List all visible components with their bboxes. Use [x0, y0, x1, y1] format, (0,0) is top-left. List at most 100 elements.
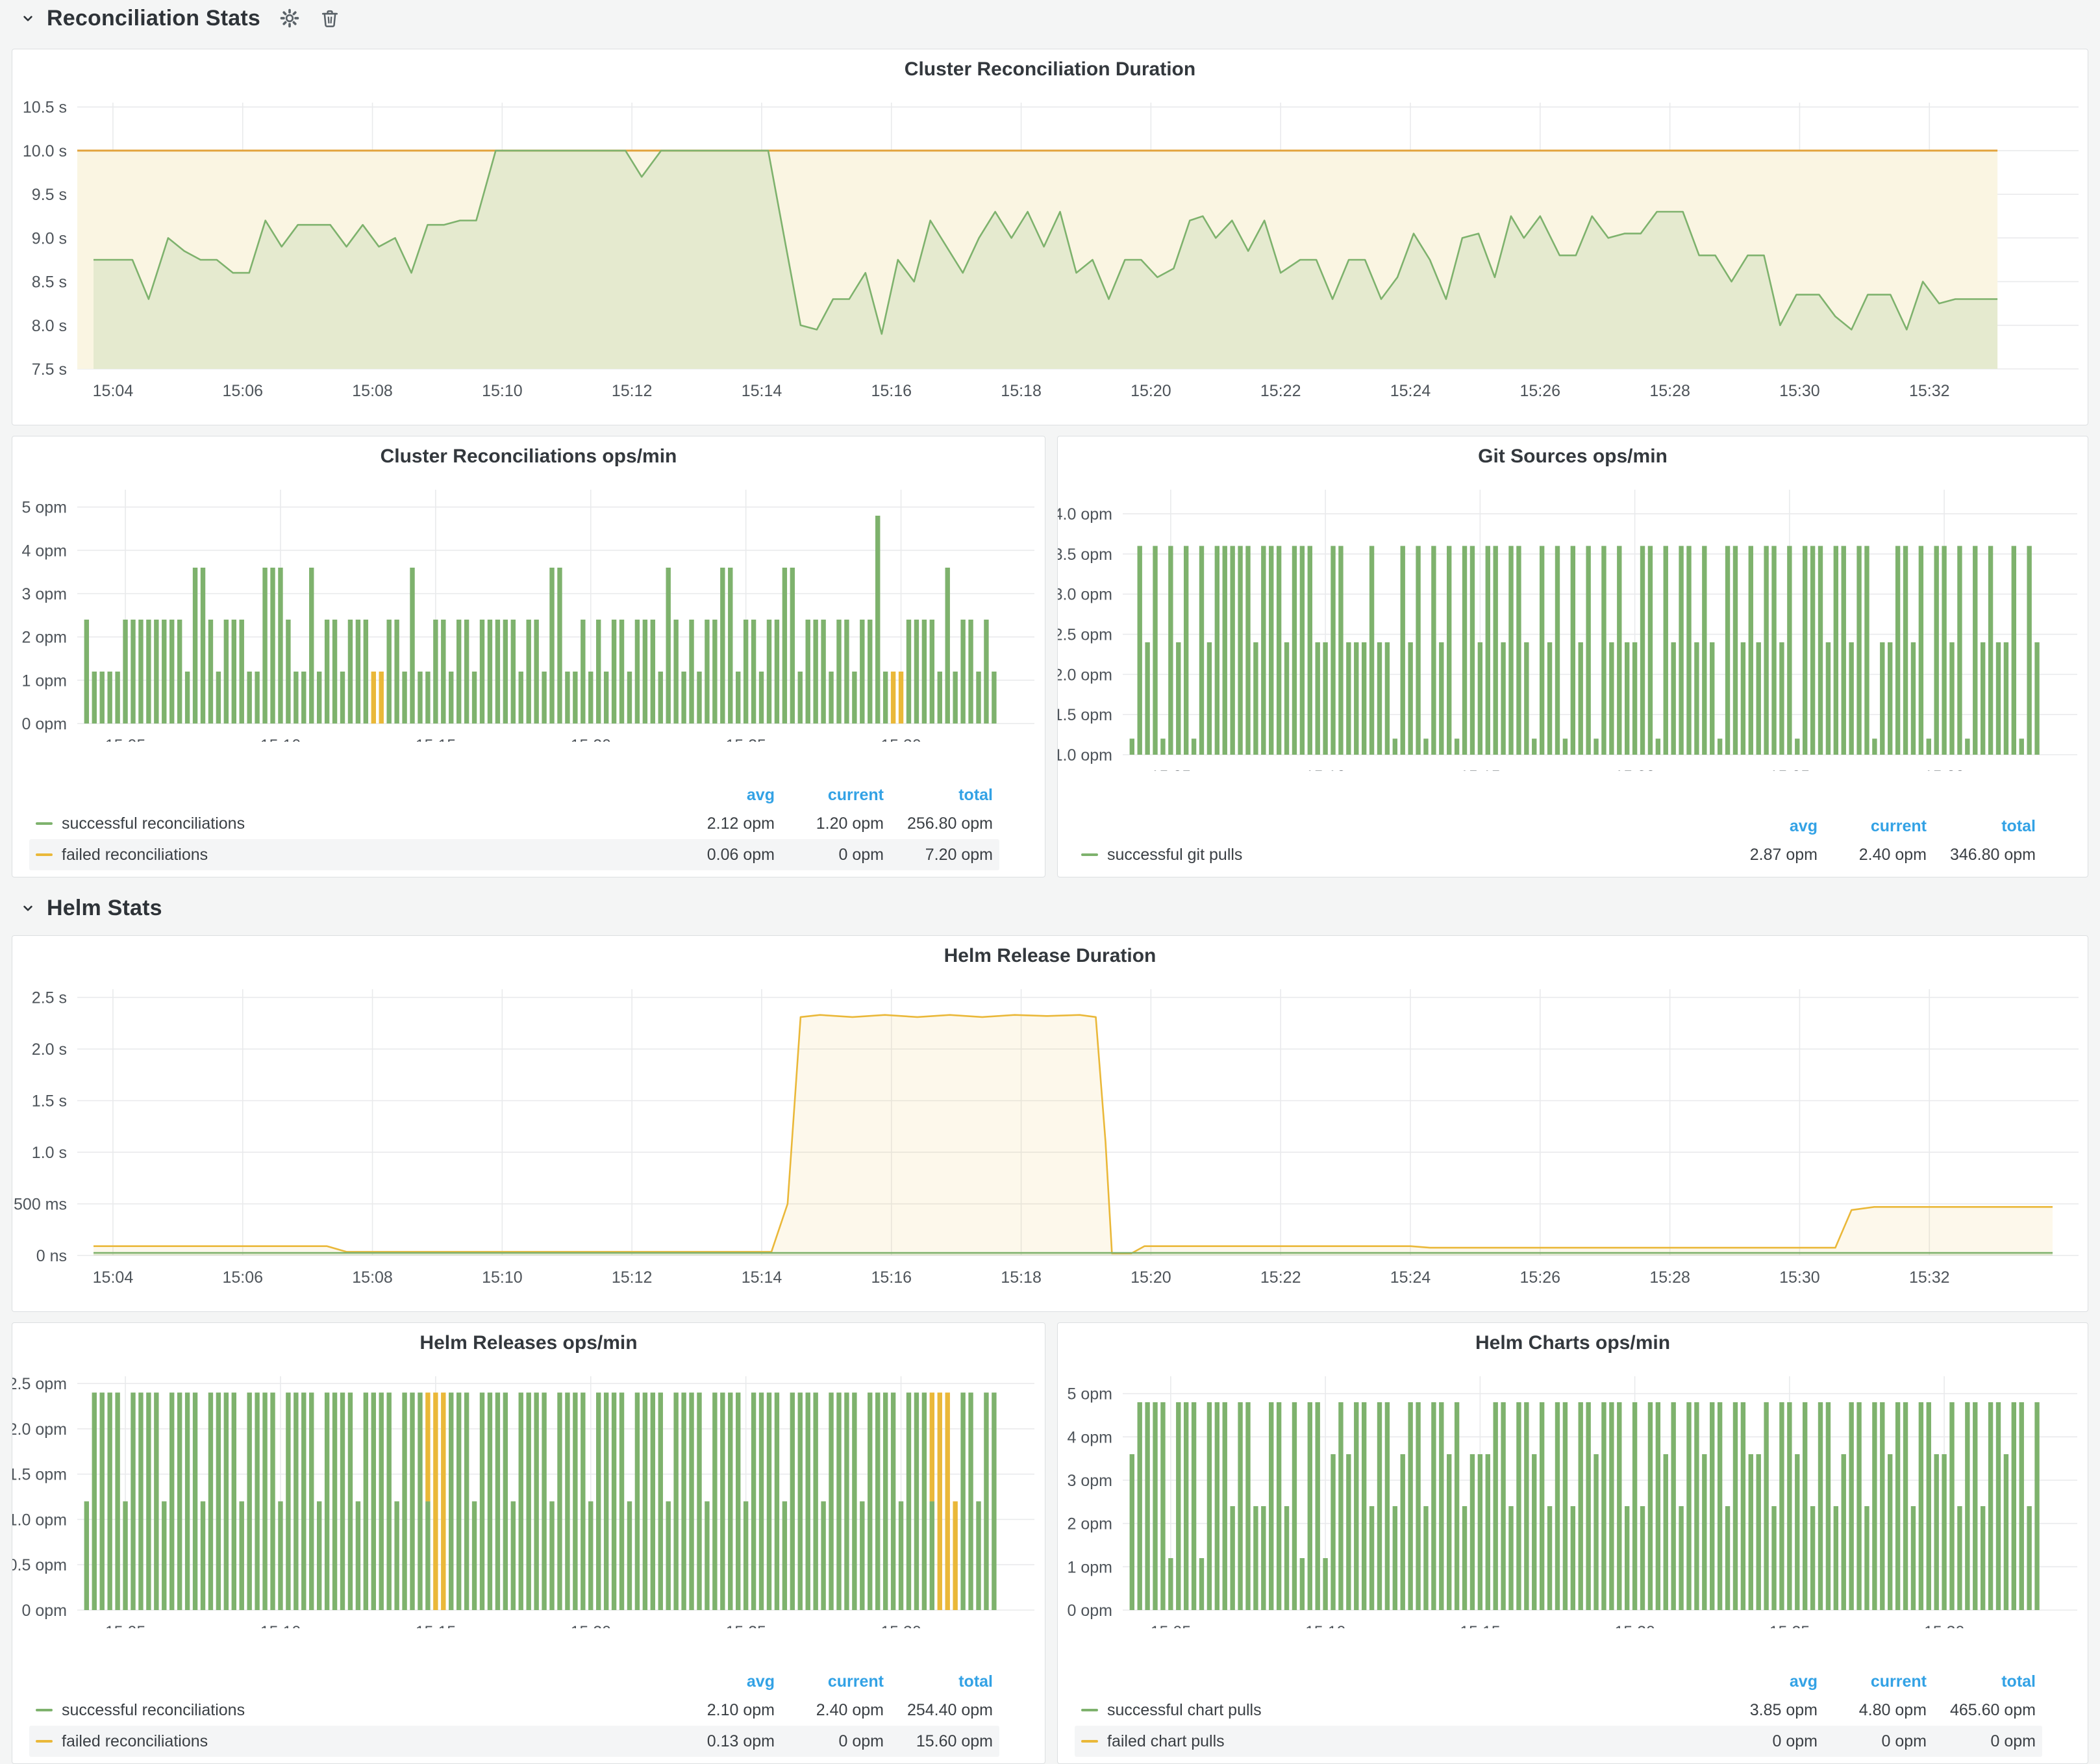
svg-text:9.0 s: 9.0 s — [32, 229, 67, 247]
legend-row-successful: successful git pulls 2.87 opm 2.40 opm 3… — [1075, 839, 2042, 870]
section-title[interactable]: Helm Stats — [47, 895, 162, 920]
legend-label[interactable]: failed reconciliations — [62, 845, 208, 864]
svg-text:15:15: 15:15 — [1460, 1623, 1501, 1628]
legend-current-value: 1.20 opm — [816, 814, 884, 833]
legend-current-value: 0 opm — [838, 1732, 884, 1750]
svg-text:3.5 opm: 3.5 opm — [1058, 546, 1112, 564]
panel-title[interactable]: Helm Release Duration — [944, 945, 1156, 966]
chart-helm-release-duration[interactable]: 0 ns 500 ms 1.0 s 1.5 s 2.0 s 2.5 s 15:04 15:06… — [12, 936, 2088, 1311]
panel-title[interactable]: Helm Releases ops/min — [419, 1332, 638, 1354]
series-color-dash — [1081, 853, 1098, 856]
svg-text:15:05: 15:05 — [105, 1623, 146, 1628]
legend-avg-value: 2.87 opm — [1749, 845, 1818, 864]
svg-text:15:10: 15:10 — [482, 1268, 523, 1287]
svg-text:15:14: 15:14 — [742, 1268, 782, 1287]
svg-text:15:30: 15:30 — [1924, 1623, 1965, 1628]
legend-col-current[interactable]: current — [1870, 816, 1927, 835]
svg-text:15:15: 15:15 — [416, 1623, 456, 1628]
series-color-dash — [36, 822, 53, 825]
legend-col-total[interactable]: total — [958, 1672, 993, 1691]
svg-text:15:20: 15:20 — [570, 1623, 611, 1628]
legend-row-failed: failed chart pulls 0 opm 0 opm 0 opm — [1075, 1726, 2042, 1757]
chevron-down-icon[interactable] — [19, 10, 36, 27]
legend: avg current total successful reconciliat… — [29, 782, 999, 870]
section-title[interactable]: Reconciliation Stats — [47, 5, 260, 31]
panel-title[interactable]: Helm Charts ops/min — [1475, 1332, 1671, 1354]
panel-title[interactable]: Cluster Reconciliations ops/min — [380, 446, 677, 467]
svg-text:15:20: 15:20 — [1614, 1623, 1655, 1628]
svg-text:2.5 opm: 2.5 opm — [12, 1375, 67, 1393]
svg-text:15:25: 15:25 — [725, 1623, 766, 1628]
svg-text:15:15: 15:15 — [1460, 768, 1501, 771]
svg-text:15:10: 15:10 — [482, 382, 523, 400]
legend-total-value: 15.60 opm — [916, 1732, 993, 1750]
svg-text:15:04: 15:04 — [93, 1268, 134, 1287]
legend-current-value: 2.40 opm — [816, 1700, 884, 1719]
panel-helm-release-duration: Helm Release Duration 0 ns 500 ms 1.0 s 1.5… — [12, 935, 2088, 1312]
svg-text:1.5 opm: 1.5 opm — [1058, 706, 1112, 724]
legend-total-value: 254.40 opm — [906, 1700, 993, 1719]
svg-text:15:10: 15:10 — [1305, 768, 1346, 771]
svg-text:4 opm: 4 opm — [1068, 1428, 1112, 1446]
legend-col-current[interactable]: current — [827, 1672, 884, 1691]
trash-icon[interactable] — [319, 7, 341, 29]
legend-label[interactable]: successful reconciliations — [62, 1700, 245, 1719]
svg-text:3 opm: 3 opm — [22, 585, 67, 603]
legend-col-avg[interactable]: avg — [746, 785, 775, 804]
svg-text:1 opm: 1 opm — [1068, 1558, 1112, 1576]
legend-label[interactable]: successful reconciliations — [62, 814, 245, 833]
svg-text:15:32: 15:32 — [1909, 1268, 1950, 1287]
legend-col-total[interactable]: total — [958, 785, 993, 804]
legend-col-total[interactable]: total — [2001, 816, 2036, 835]
section-reconciliation-stats[interactable]: Reconciliation Stats — [19, 1, 341, 35]
section-helm-stats[interactable]: Helm Stats — [19, 891, 162, 925]
panel-git-sources-opm: Git Sources ops/min 1.0 opm 1.5 opm 2.0 op… — [1057, 436, 2088, 877]
svg-text:4 opm: 4 opm — [22, 542, 67, 560]
chevron-down-icon[interactable] — [19, 900, 36, 916]
legend-col-total[interactable]: total — [2001, 1672, 2036, 1691]
svg-text:15:30: 15:30 — [1779, 382, 1820, 400]
svg-text:15:10: 15:10 — [260, 737, 301, 742]
legend-col-current[interactable]: current — [1870, 1672, 1927, 1691]
svg-text:15:15: 15:15 — [416, 737, 456, 742]
panel-title[interactable]: Cluster Reconciliation Duration — [904, 58, 1196, 80]
svg-text:15:20: 15:20 — [1614, 768, 1655, 771]
svg-text:3 opm: 3 opm — [1068, 1472, 1112, 1490]
panel-helm-charts-opm: Helm Charts ops/min 0 opm 1 opm 2 opm 3 opm… — [1057, 1322, 2088, 1764]
legend-avg-value: 0.06 opm — [706, 845, 775, 864]
legend-label[interactable]: failed reconciliations — [62, 1732, 208, 1750]
svg-text:15:22: 15:22 — [1260, 1268, 1301, 1287]
panel-cluster-reconciliations-opm: Cluster Reconciliations ops/min 0 opm 1 o… — [12, 436, 1045, 877]
chart-helm-charts-opm[interactable]: 0 opm 1 opm 2 opm 3 opm 4 opm 5 opm 15:05 15:10… — [1058, 1323, 2088, 1628]
svg-text:15:25: 15:25 — [725, 737, 766, 742]
svg-text:15:04: 15:04 — [93, 382, 134, 400]
svg-text:2 opm: 2 opm — [1068, 1515, 1112, 1533]
series-color-dash — [36, 853, 53, 856]
legend-label[interactable]: successful chart pulls — [1107, 1700, 1262, 1719]
svg-text:15:25: 15:25 — [1769, 768, 1810, 771]
legend-col-current[interactable]: current — [827, 785, 884, 804]
svg-text:9.5 s: 9.5 s — [32, 186, 67, 204]
legend-col-avg[interactable]: avg — [746, 1672, 775, 1691]
svg-text:15:18: 15:18 — [1001, 382, 1042, 400]
legend-row-successful: successful reconciliations 2.10 opm 2.40… — [29, 1695, 999, 1726]
panel-cluster-reconciliation-duration: Cluster Reconciliation Duration 7.5 s 8.0… — [12, 49, 2088, 425]
legend-col-avg[interactable]: avg — [1789, 1672, 1818, 1691]
legend-col-avg[interactable]: avg — [1789, 816, 1818, 835]
gear-icon[interactable] — [279, 7, 301, 29]
legend-row-failed: failed reconciliations 0.06 opm 0 opm 7.… — [29, 839, 999, 870]
panel-title[interactable]: Git Sources ops/min — [1478, 446, 1668, 467]
svg-text:15:18: 15:18 — [1001, 1268, 1042, 1287]
svg-text:15:26: 15:26 — [1520, 1268, 1561, 1287]
legend-label[interactable]: failed chart pulls — [1107, 1732, 1225, 1750]
legend-current-value: 4.80 opm — [1858, 1700, 1927, 1719]
legend-row-successful: successful chart pulls 3.85 opm 4.80 opm… — [1075, 1695, 2042, 1726]
chart-git-sources-opm[interactable]: 1.0 opm 1.5 opm 2.0 opm 2.5 opm 3.0 opm 3.5 o… — [1058, 436, 2088, 771]
chart-cluster-reconciliations-opm[interactable]: 0 opm 1 opm 2 opm 3 opm 4 opm 5 opm 15:05 15:10… — [12, 436, 1045, 742]
chart-helm-releases-opm[interactable]: 0 opm 0.5 opm 1.0 opm 1.5 opm 2.0 opm 2.5 opm… — [12, 1323, 1045, 1628]
svg-text:10.5 s: 10.5 s — [23, 99, 67, 117]
svg-text:15:06: 15:06 — [222, 382, 263, 400]
chart-cluster-reconciliation-duration[interactable]: 7.5 s 8.0 s 8.5 s 9.0 s 9.5 s 10.0 s 10.5 s 15:… — [12, 49, 2088, 425]
svg-text:15:10: 15:10 — [1305, 1623, 1346, 1628]
legend-label[interactable]: successful git pulls — [1107, 845, 1243, 864]
